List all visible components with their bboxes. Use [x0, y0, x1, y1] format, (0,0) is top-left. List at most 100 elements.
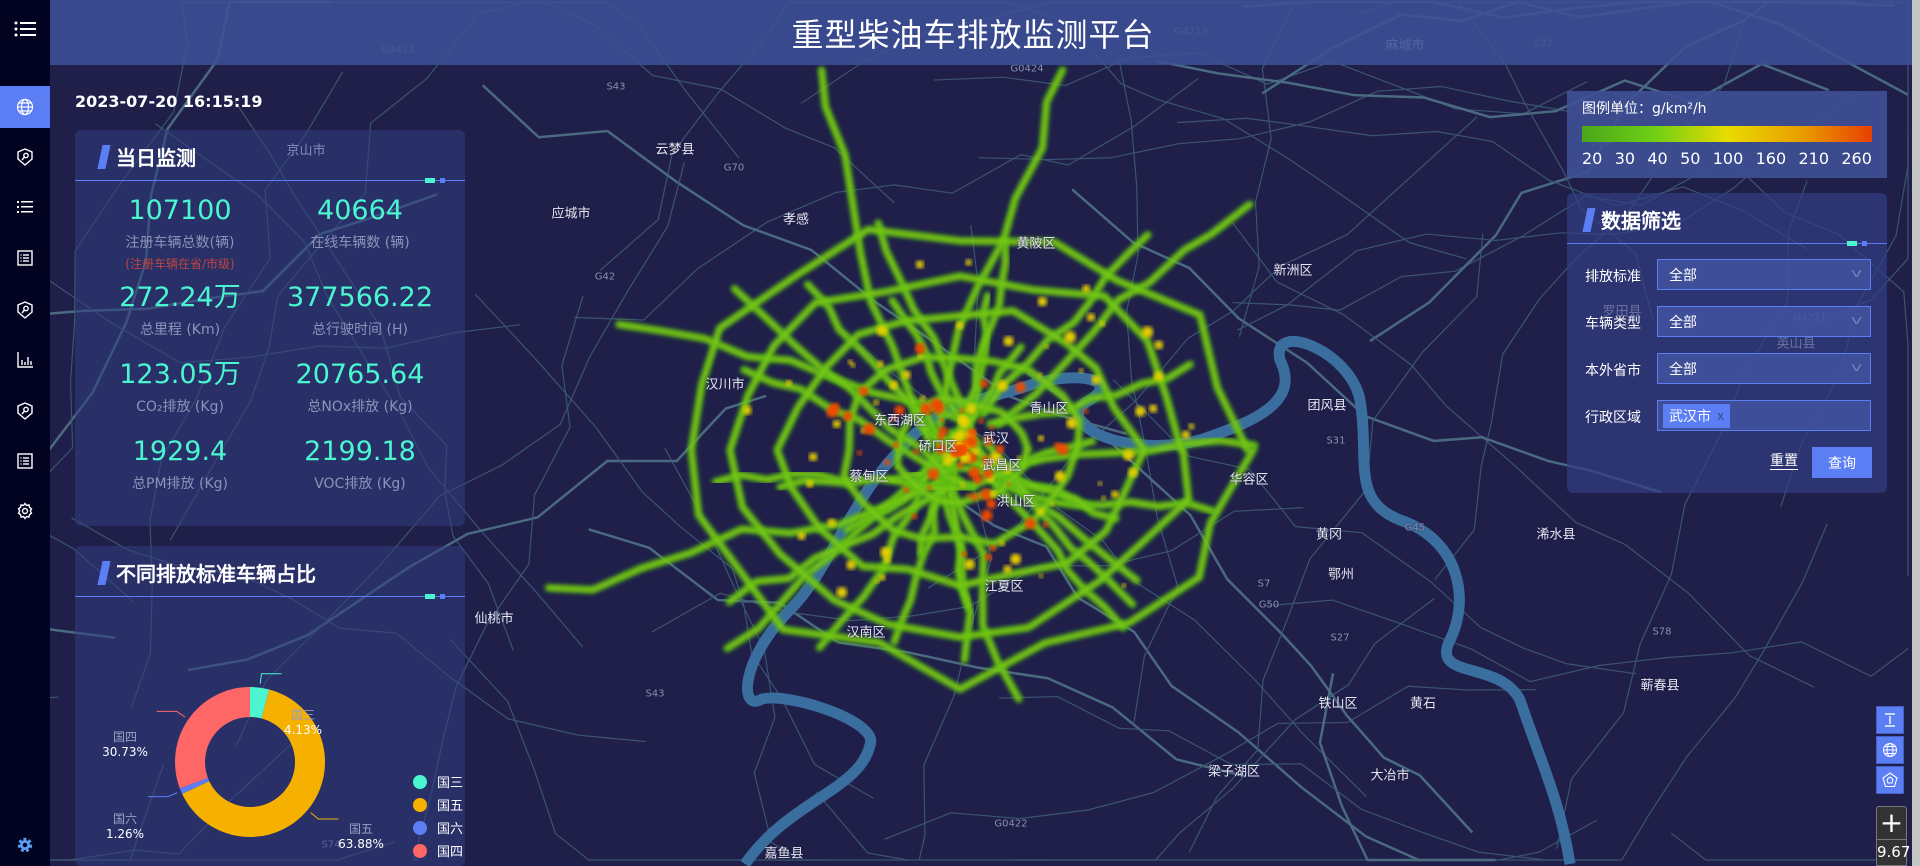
map-place-label: 汉南区 — [846, 625, 886, 641]
heat-hotspot — [1099, 320, 1106, 327]
map-place-label: 硚口区 — [918, 439, 958, 455]
panel-title-text: 当日监测 — [116, 146, 196, 170]
road — [1232, 222, 1815, 688]
heat-hotspot — [1188, 423, 1195, 430]
page-title: 重型柴油车排放监测平台 — [791, 15, 1155, 54]
donut-slice-1[interactable] — [182, 689, 325, 837]
stat-label: 总PM排放 (Kg) — [132, 476, 228, 492]
heat-hotspot — [1086, 313, 1096, 322]
road — [933, 52, 1588, 115]
sidebar-item-gear-icon[interactable] — [0, 491, 50, 531]
map-road-label: G42 — [594, 271, 616, 283]
stat-label: 在线车辆数 (辆) — [310, 235, 410, 251]
legend-item[interactable]: 国六 — [413, 818, 463, 837]
heat-hotspot — [971, 492, 979, 501]
heat-hotspot — [911, 513, 918, 520]
menu-toggle-icon[interactable] — [0, 8, 50, 50]
map-place-label: 华容区 — [1229, 472, 1269, 488]
stat-note: (注册车辆在省/市级) — [125, 257, 235, 271]
globe-icon[interactable] — [1876, 736, 1904, 764]
heat-hotspot — [805, 479, 814, 488]
local-province-select[interactable]: 全部 v — [1657, 353, 1871, 384]
sidebar-item-list-icon[interactable] — [0, 187, 50, 227]
heat-hotspot — [889, 414, 897, 422]
heat-hotspot — [1037, 435, 1045, 442]
heat-hotspot — [1078, 368, 1084, 374]
heat-hotspot — [1044, 344, 1049, 349]
color-gradient-bar — [1582, 126, 1872, 142]
map-road-label: G50 — [1258, 599, 1280, 611]
heat-hotspot — [883, 459, 890, 466]
vehicle-type-select[interactable]: 全部 v — [1657, 306, 1871, 337]
legend-item[interactable]: 国五 — [413, 795, 463, 814]
heat-hotspot — [955, 445, 965, 455]
legend-label: 国五 — [437, 799, 464, 814]
stat-value: 1929.4 — [132, 436, 228, 467]
heat-hotspot — [1016, 455, 1022, 461]
donut-data-label: 国三 4.13% — [284, 706, 322, 737]
text-height-icon[interactable] — [1876, 706, 1904, 734]
panel-title-text: 数据筛选 — [1601, 209, 1681, 233]
donut-slice-2[interactable] — [179, 777, 210, 794]
legend-tick: 40 — [1647, 149, 1668, 168]
page-scrollbar[interactable] — [1912, 0, 1920, 866]
map-place-label: 黄陂区 — [1016, 236, 1056, 252]
stat-card: 40664 在线车辆数 (辆) — [270, 196, 450, 252]
heat-hotspot — [883, 556, 891, 564]
map-road-label: S27 — [1330, 632, 1350, 644]
heat-hotspot — [1148, 404, 1158, 413]
legend-unit: 图例单位：g/km²/h — [1582, 101, 1707, 117]
sidebar-item-shield-key-icon[interactable] — [0, 137, 50, 177]
sidebar-item-document-list-icon[interactable] — [0, 238, 50, 278]
heat-hotspot — [980, 488, 992, 501]
heat-hotspot — [797, 531, 806, 540]
sidebar-item-shield-key-icon[interactable] — [0, 290, 50, 330]
heat-hotspot — [937, 432, 945, 441]
zoom-level: 9.67 — [1877, 843, 1911, 861]
emission-standard-ratio-panel: 不同排放标准车辆占比 国三 4.13% 国五 63.88% 国六 1.26% 国四 30.73… — [75, 546, 465, 866]
road — [573, 78, 1199, 321]
zoom-in-button[interactable]: + — [1877, 807, 1906, 840]
shield-key-icon — [17, 148, 33, 166]
map-road-label: S43 — [606, 81, 626, 93]
emission-standard-select[interactable]: 全部 v — [1657, 259, 1871, 290]
sidebar-item-globe-icon[interactable] — [0, 86, 50, 128]
heat-hotspot — [968, 428, 977, 437]
road — [999, 695, 1616, 861]
settings-gear-icon[interactable] — [0, 824, 50, 866]
heat-hotspot — [894, 405, 905, 416]
heat-hotspot — [1153, 371, 1164, 382]
heat-trace — [820, 68, 933, 447]
label-name: 国四 — [112, 730, 138, 744]
heat-hotspot — [919, 395, 926, 402]
stat-card: 123.05万 CO₂排放 (Kg) — [90, 360, 270, 416]
query-button[interactable]: 查询 — [1812, 447, 1872, 478]
legend-tick: 50 — [1680, 149, 1701, 168]
heat-hotspot — [999, 540, 1005, 547]
heat-hotspot — [877, 360, 884, 368]
heat-hotspot — [973, 475, 983, 484]
sidebar-item-bar-chart-icon[interactable] — [0, 340, 50, 380]
panel-title: 当日监测 — [97, 142, 196, 171]
donut-slice-3[interactable] — [175, 687, 250, 789]
sidebar-item-document-list-icon[interactable] — [0, 441, 50, 481]
reset-button[interactable]: 重置 — [1770, 453, 1798, 469]
heat-hotspot — [836, 587, 848, 598]
data-filter-panel: 数据筛选 排放标准 全部 v 车辆类型 全部 v 本外省市 全部 v 行政区域 武汉市… — [1567, 193, 1887, 493]
legend-item[interactable]: 国三 — [413, 772, 463, 791]
road — [1156, 59, 1830, 119]
heat-trace — [981, 233, 1150, 416]
heat-trace — [982, 467, 1125, 630]
stat-value: 377566.22 — [286, 282, 433, 313]
donut-slice-0[interactable] — [250, 687, 270, 719]
pentagon-icon[interactable] — [1876, 766, 1904, 794]
map-place-label: 梁子湖区 — [1207, 764, 1261, 780]
admin-region-label: 行政区域 — [1585, 410, 1641, 426]
sidebar-item-shield-key-icon[interactable] — [0, 391, 50, 431]
panel-title: 数据筛选 — [1582, 205, 1681, 234]
admin-region-multiselect[interactable]: 武汉市 x — [1657, 400, 1871, 431]
tag-close-icon[interactable]: x — [1717, 408, 1725, 423]
heat-hotspot — [965, 259, 972, 266]
legend-item[interactable]: 国四 — [413, 841, 463, 860]
map-road-label: G0422 — [994, 818, 1028, 830]
